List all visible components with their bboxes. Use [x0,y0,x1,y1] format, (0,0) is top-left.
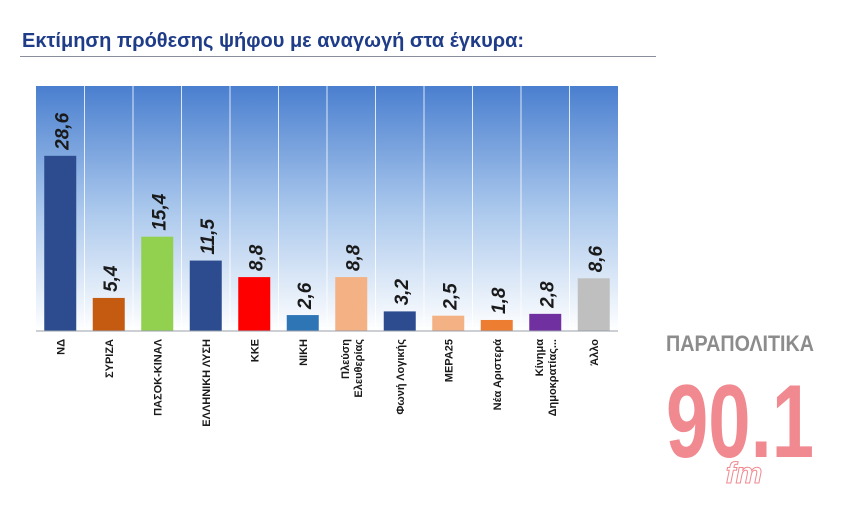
title-divider [20,56,656,57]
category-label-line: ΝΔ [55,339,67,355]
category-label: ΝΙΚΗ [298,339,310,366]
category-label: ΕΛΛΗΝΙΚΗ ΛΥΣΗ [201,339,213,427]
category-label-line: Άλλο [589,339,601,366]
bar [432,315,465,331]
category-label: ΚΚΕ [249,339,261,362]
bar [238,277,271,331]
category-label-line: ΕΛΛΗΝΙΚΗ ΛΥΣΗ [201,339,213,427]
category-label-line: Φωνή Λογικής [395,339,407,415]
category-label: Κίνημα Δημοκρατίας... [534,339,559,417]
bar [480,319,513,331]
category-labels: ΝΔ ΣΥΡΙΖΑ ΠΑΣΟΚ-ΚΙΝΑΛ ΕΛΛΗΝΙΚΗ ΛΥΣΗ ΚΚΕ ΝΙΚΗ Π… [55,338,601,426]
logo-frequency-text: 90.1 [666,364,814,480]
bar [141,236,174,331]
value-label: 28,6 [52,112,73,150]
category-label: ΝΔ [55,339,67,355]
category-label: Νέα Αριστερά [492,339,504,411]
category-label: ΣΥΡΙΖΑ [104,339,116,378]
category-label: ΠΑΣΟΚ-ΚΙΝΑΛ [152,338,164,416]
value-label: 2,8 [537,281,558,309]
category-label-line: Δημοκρατίας... [547,339,559,416]
value-label: 5,4 [101,265,122,292]
logo-brand-text: ΠΑΡΑΠΟΛΙΤΙΚΑ [666,331,814,356]
value-label: 3,2 [392,279,413,306]
category-label: Πλεύση Ελευθερίας [340,339,365,398]
bar [335,277,368,331]
category-label-line: Πλεύση [340,339,352,379]
bar [529,313,562,331]
category-label: ΜΕΡΑ25 [443,339,455,382]
value-label: 1,8 [489,287,510,314]
value-label: 2,5 [440,283,461,311]
value-label: 8,6 [586,245,607,272]
radio-logo: ΠΑΡΑΠΟΛΙΤΙΚΑ 90.1 fm [666,331,814,491]
value-label: 8,8 [343,244,364,271]
value-labels: 28,6 5,4 15,4 11,5 8,8 2,6 8,8 3,2 2,5 1,8 2,8 8,6 [52,112,607,314]
bar-chart: 28,65,415,411,58,82,68,83,2 2,5 1,8 2,88,6 … [36,86,618,427]
bar [577,278,610,331]
category-label-line: ΣΥΡΙΖΑ [104,339,116,378]
category-label-line: Ελευθερίας [353,339,365,398]
value-label: 8,8 [246,244,267,271]
category-label: Φωνή Λογικής [395,339,407,415]
chart-title: Εκτίμηση πρόθεσης ψήφου με αναγωγή στα έ… [22,30,525,52]
bars [44,155,610,331]
category-label-line: Κίνημα [534,339,546,377]
value-label: 15,4 [149,193,170,230]
value-label: 2,6 [295,282,316,310]
bar [189,260,222,331]
category-label-line: ΚΚΕ [249,339,261,362]
category-label-line: Νέα Αριστερά [492,339,504,411]
value-label: 11,5 [198,219,219,255]
bar [383,311,416,331]
logo-band-text: fm [726,457,763,490]
bar [92,297,125,331]
bar [44,155,77,331]
category-separators [84,86,570,331]
category-label-line: ΠΑΣΟΚ-ΚΙΝΑΛ [152,338,164,416]
category-label: Άλλο [589,339,601,366]
category-label-line: ΝΙΚΗ [298,339,310,366]
category-label-line: ΜΕΡΑ25 [443,339,455,382]
bar [286,315,319,331]
